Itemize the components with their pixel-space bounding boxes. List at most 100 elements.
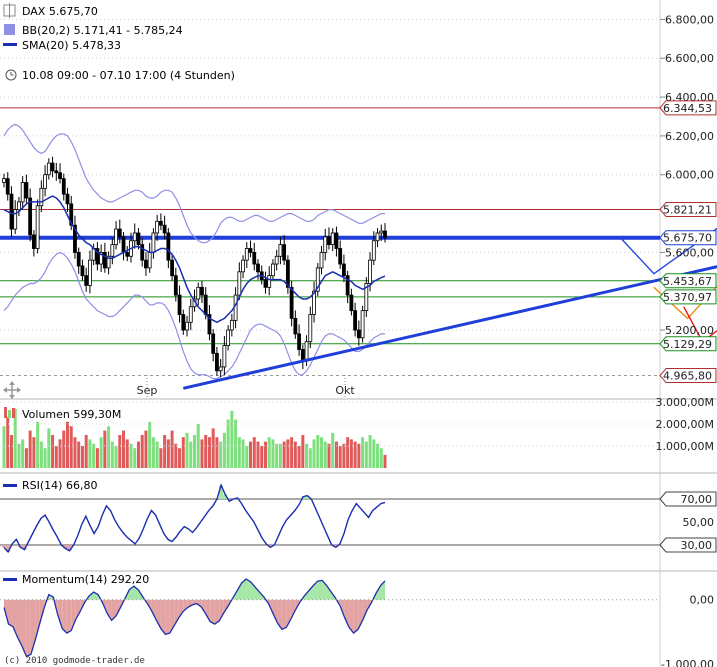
candle-up [110,244,115,257]
candle-up [312,290,316,315]
price-tag-box [659,230,717,246]
volume-bar [196,424,200,468]
candle-down [84,275,89,286]
volume-bar [334,441,338,468]
volume-bar [305,443,309,468]
legend-sma: SMA(20) 5.478,33 [22,39,121,52]
volume-bar [286,439,290,468]
volume-bar [207,437,211,468]
candle-up [364,283,369,312]
momentum-title: Momentum(14) 292,20 [22,573,149,586]
candle-down [158,220,163,226]
price-panel [0,0,660,398]
candle-up [274,255,279,265]
volume-bar [51,435,55,468]
volume-bar [103,430,107,468]
volume-bar [66,421,69,468]
candle-up [218,366,223,372]
candle-down [327,236,331,246]
trendlines [182,265,717,390]
candle-up [188,306,193,323]
volume-bar [2,426,6,468]
candle-up [39,187,44,207]
legend: DAX 5.675,70 BB(20,2) 5.171,41 - 5.785,2… [3,3,235,82]
momentum-area-segment [290,599,296,619]
candle-down [54,170,59,174]
momentum-area-segment [313,581,318,600]
rsi-overbought [305,495,310,499]
volume-bar [122,430,126,468]
momentum-area-segment [308,585,314,600]
momentum-area-segment [89,592,94,600]
price-axis: 5.200,005.600,006.000,006.200,006.400,00… [660,13,714,337]
momentum-area-segment [178,599,184,618]
candle-down [5,178,10,195]
rsi-oversold [6,545,11,552]
momentum-area-segment [160,599,166,635]
candle-up [229,319,234,331]
sma-path [3,195,386,324]
candle-down [356,329,361,339]
volume-title: Volumen 599,30M [22,408,121,421]
volume-bar [282,441,286,468]
volume-bar [271,439,275,468]
rsi-overbought [219,485,224,499]
momentum-area [3,578,386,658]
candle-up [155,220,160,234]
candle-down [285,259,290,288]
legend-bb: BB(20,2) 5.171,41 - 5.785,24 [22,24,183,37]
scenario-path [683,306,717,343]
candle-up [267,275,272,288]
rsi-panel [0,474,660,570]
volume-bar [110,441,114,468]
volume-bar [181,437,185,468]
volume-bar [155,441,159,468]
candle-down [28,197,33,236]
volume-bar [219,441,223,468]
volume-bar [353,441,357,468]
volume-bar [9,435,13,468]
candle-up [278,244,283,257]
candle-down [121,236,126,253]
volume-bar [73,437,77,468]
candle-down [252,251,257,265]
candle-down [58,172,62,180]
candle-down [297,333,301,350]
volume-tick-label: 3.000,00M [656,396,714,409]
momentum-area-segment [281,599,287,630]
volume-bar [301,435,305,468]
volume-bar [278,443,282,468]
volume-bar [290,437,294,468]
volume-bar [361,437,365,468]
momentum-area-segment [75,599,81,620]
volume-bar [316,435,320,468]
legend-range: 10.08 09:00 - 07.10 17:00 (4 Stunden) [22,69,235,82]
momentum-tick-label: 0,00 [690,594,715,607]
rsi-tag-box [659,491,717,507]
momentum-panel [0,572,660,667]
volume-bar [77,441,81,468]
volume-bar [323,441,327,468]
volume-bar [174,443,178,468]
candle-down [345,275,350,296]
volume-bar [349,439,353,468]
price-tag-box [659,336,717,352]
candle-down [334,232,339,249]
move-icon[interactable] [3,381,21,399]
momentum-area-segment [241,579,247,600]
rsi-tick-label: 50,00 [683,516,715,529]
candle-up [106,255,111,269]
momentum-area-segment [205,599,211,622]
candle-up [46,162,51,176]
volume-bar [151,437,155,468]
price-tick-label: 5.200,00 [665,324,714,337]
volume-bar [297,446,301,468]
rsi-oversold [268,545,273,548]
volume-bar [24,448,28,468]
candle-up [185,321,189,331]
price-tag-label: 5.370,97 [663,291,712,304]
momentum-area-segment [237,583,242,600]
momentum-legend: Momentum(14) 292,20 [3,573,149,586]
momentum-area-segment [317,580,323,600]
volume-bar [241,439,245,468]
